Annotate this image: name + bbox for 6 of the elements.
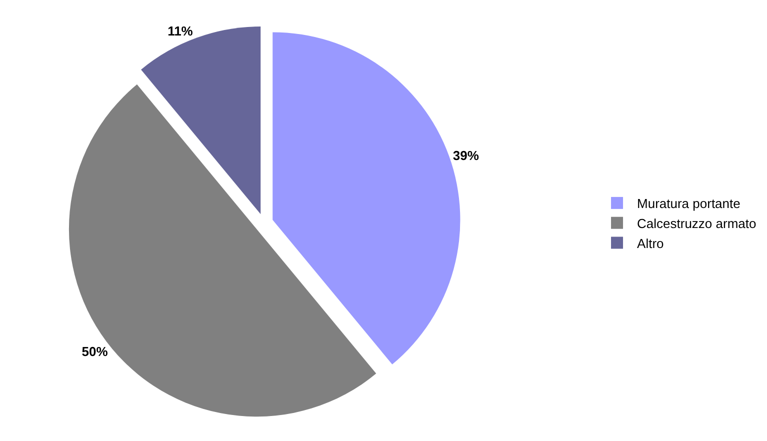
legend-label: Altro (637, 236, 664, 251)
legend-label: Muratura portante (637, 196, 740, 212)
data-label: 39% (452, 148, 480, 163)
legend-label: Calcestruzzo armato (637, 216, 756, 231)
data-label: 50% (82, 344, 108, 360)
data-label: 11% (168, 24, 194, 39)
